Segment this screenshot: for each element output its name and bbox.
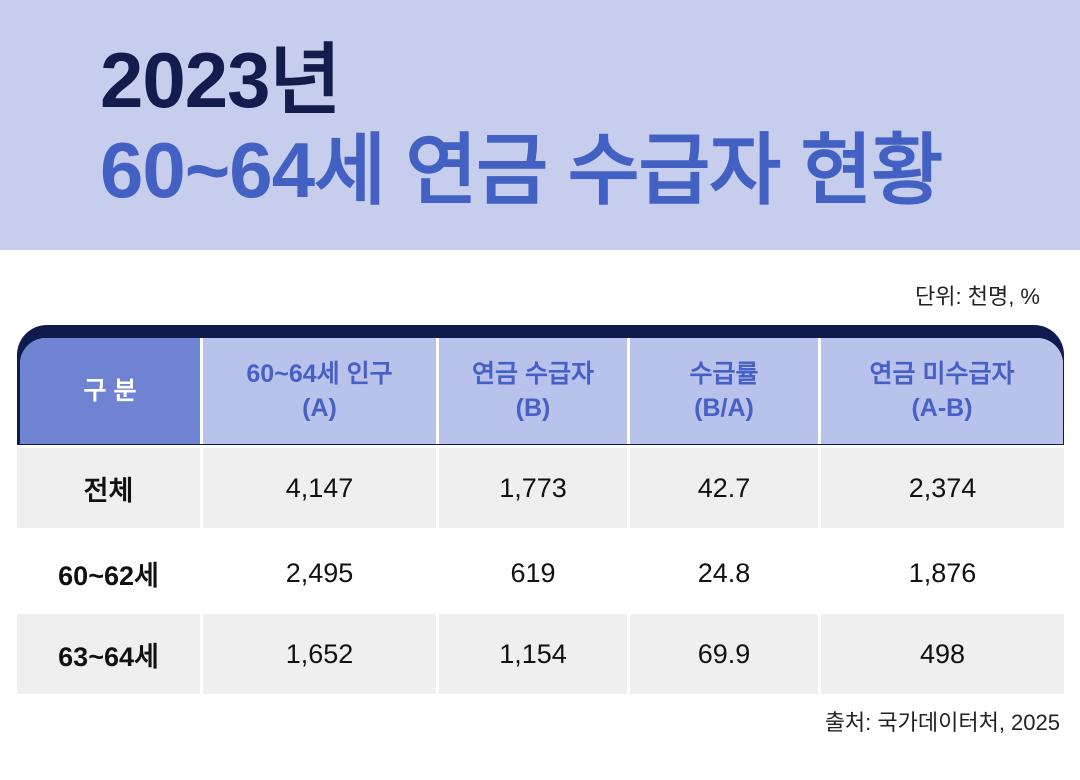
cell-rate: 69.9 bbox=[630, 614, 818, 694]
unit-note: 단위: 천명, % bbox=[915, 284, 1040, 309]
cell-non-recipients: 2,374 bbox=[821, 448, 1064, 528]
title-subject: 60~64세 연금 수급자 현황 bbox=[100, 126, 943, 214]
cell-population: 4,147 bbox=[203, 448, 436, 528]
cell-recipients: 619 bbox=[439, 533, 627, 613]
header-category: 구 분 bbox=[20, 338, 200, 444]
header-population-label: 60~64세 인구 bbox=[246, 360, 393, 388]
table-row: 60~62세 2,495 619 24.8 1,876 bbox=[17, 533, 1064, 613]
header-rate-sub: (B/A) bbox=[694, 394, 754, 422]
cell-population: 2,495 bbox=[203, 533, 436, 613]
row-label: 63~64세 bbox=[17, 614, 200, 694]
row-label: 전체 bbox=[17, 448, 200, 528]
header-recipients-label: 연금 수급자 bbox=[472, 360, 594, 388]
cell-rate: 42.7 bbox=[630, 448, 818, 528]
table-row: 전체 4,147 1,773 42.7 2,374 bbox=[17, 448, 1064, 528]
title-year: 2023년 bbox=[100, 36, 341, 124]
cell-rate: 24.8 bbox=[630, 533, 818, 613]
header-recipients-sub: (B) bbox=[515, 394, 551, 422]
header-rate: 수급률 (B/A) bbox=[630, 338, 818, 444]
header-population-sub: (A) bbox=[302, 394, 337, 422]
table-header: 구 분 60~64세 인구 (A) 연금 수급자 (B) 수급률 (B/A) 연… bbox=[20, 338, 1063, 444]
cell-recipients: 1,773 bbox=[439, 448, 627, 528]
header-recipients: 연금 수급자 (B) bbox=[439, 338, 627, 444]
header-rate-label: 수급률 bbox=[689, 360, 759, 388]
cell-recipients: 1,154 bbox=[439, 614, 627, 694]
header-non-recipients-label: 연금 미수급자 bbox=[869, 360, 1015, 388]
header-category-label: 구 분 bbox=[83, 377, 137, 405]
header-non-recipients-sub: (A-B) bbox=[911, 394, 973, 422]
cell-non-recipients: 1,876 bbox=[821, 533, 1064, 613]
row-label: 60~62세 bbox=[17, 533, 200, 613]
cell-population: 1,652 bbox=[203, 614, 436, 694]
table-row: 63~64세 1,652 1,154 69.9 498 bbox=[17, 614, 1064, 694]
title-banner: 2023년 60~64세 연금 수급자 현황 bbox=[0, 0, 1080, 250]
header-population: 60~64세 인구 (A) bbox=[203, 338, 436, 444]
cell-non-recipients: 498 bbox=[821, 614, 1064, 694]
header-non-recipients: 연금 미수급자 (A-B) bbox=[821, 338, 1063, 444]
source-note: 출처: 국가데이터처, 2025 bbox=[824, 710, 1060, 735]
